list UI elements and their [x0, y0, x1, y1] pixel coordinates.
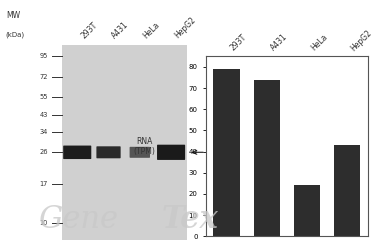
Bar — [62, 45, 187, 240]
Text: 17: 17 — [40, 181, 48, 187]
FancyBboxPatch shape — [157, 145, 185, 160]
Text: HeLa: HeLa — [309, 32, 329, 53]
Text: RNA
(TPM): RNA (TPM) — [134, 136, 156, 156]
Text: HepG2: HepG2 — [349, 28, 374, 53]
Text: 95: 95 — [40, 53, 48, 59]
Text: 26: 26 — [40, 149, 48, 155]
FancyBboxPatch shape — [96, 146, 121, 158]
Text: Gene: Gene — [38, 204, 119, 236]
Text: 10: 10 — [40, 220, 48, 226]
Text: mtTFA: mtTFA — [208, 148, 232, 157]
Bar — [254, 80, 280, 236]
Text: 293T: 293T — [228, 33, 248, 53]
FancyBboxPatch shape — [63, 146, 91, 159]
Text: Tex: Tex — [162, 204, 218, 236]
Bar — [213, 69, 239, 236]
Text: A431: A431 — [269, 32, 289, 53]
Text: 293T: 293T — [79, 20, 99, 40]
Bar — [334, 145, 360, 236]
FancyBboxPatch shape — [130, 147, 150, 158]
Bar — [294, 186, 320, 236]
Text: MW: MW — [6, 11, 20, 20]
Text: A431: A431 — [110, 20, 131, 40]
Text: HepG2: HepG2 — [173, 15, 198, 40]
Text: 34: 34 — [40, 129, 48, 135]
Text: 72: 72 — [40, 74, 48, 80]
Text: 55: 55 — [40, 94, 48, 100]
Text: HeLa: HeLa — [142, 20, 162, 40]
Text: 43: 43 — [40, 112, 48, 118]
Text: (kDa): (kDa) — [6, 31, 25, 38]
